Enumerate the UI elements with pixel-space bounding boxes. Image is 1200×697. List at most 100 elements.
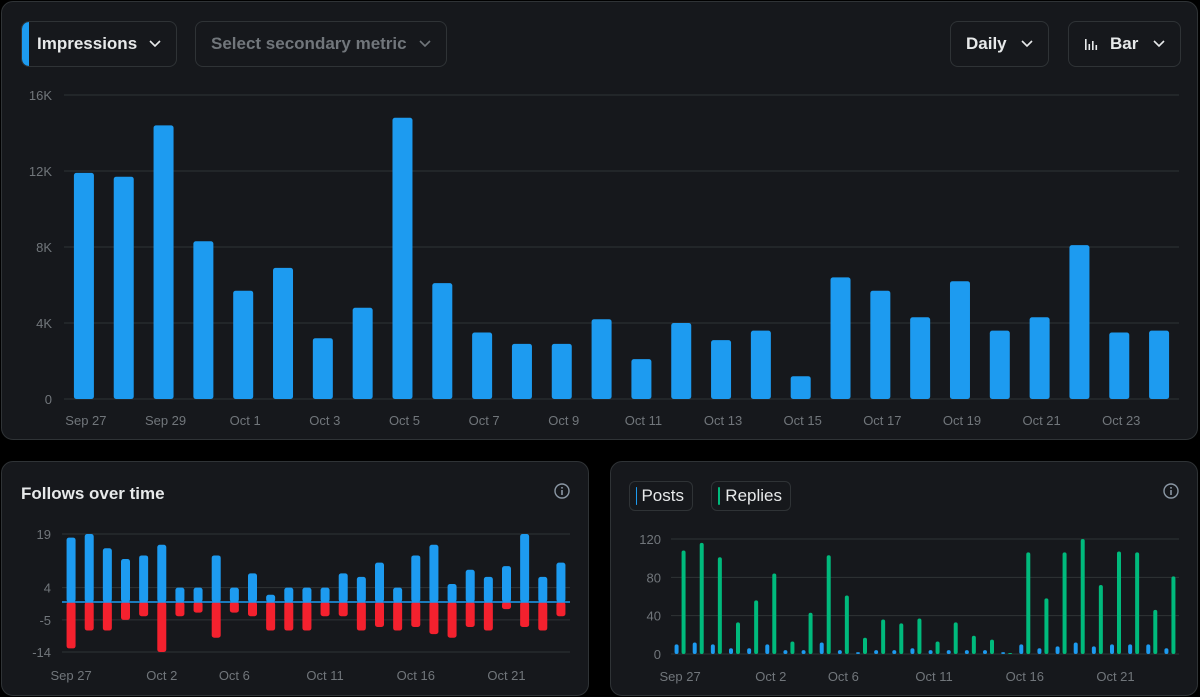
impressions-bar (1149, 331, 1169, 399)
follows-lost-bar (103, 602, 112, 631)
impressions-bar (990, 331, 1010, 399)
posts-bar (1164, 648, 1168, 654)
x-tick-label: Oct 11 (915, 669, 952, 684)
posts-bar (1146, 644, 1150, 654)
impressions-bar (910, 317, 930, 399)
follows-gained-bar (520, 534, 529, 602)
y-tick-label: -14 (32, 645, 51, 660)
follows-gained-bar (230, 588, 239, 602)
impressions-bar (671, 323, 691, 399)
impressions-bar (552, 344, 572, 399)
y-tick-label: 4K (36, 316, 52, 331)
posts-bar (1128, 644, 1132, 654)
follows-gained-bar (466, 570, 475, 602)
posts-bar (1056, 646, 1060, 654)
y-tick-label: 16K (29, 88, 52, 103)
follows-gained-bar (139, 555, 148, 601)
follows-lost-bar (321, 602, 330, 616)
replies-bar (1008, 653, 1012, 654)
impressions-bar (870, 291, 890, 399)
x-tick-label: Oct 1 (230, 413, 261, 428)
posts-bar (802, 650, 806, 654)
replies-bar (772, 574, 776, 655)
posts-bar (711, 644, 715, 654)
follows-lost-bar (339, 602, 348, 616)
x-tick-label: Sep 27 (659, 669, 700, 684)
posts-bar (838, 650, 842, 654)
follows-lost-bar (357, 602, 366, 631)
replies-bar (899, 623, 903, 654)
follows-gained-bar (339, 573, 348, 602)
replies-bar (736, 622, 740, 654)
x-tick-label: Oct 6 (828, 669, 859, 684)
replies-bar (845, 596, 849, 654)
impressions-bar (392, 118, 412, 399)
replies-bar (718, 557, 722, 654)
replies-bar (809, 613, 813, 654)
replies-bar (990, 640, 994, 654)
x-tick-label: Oct 11 (306, 668, 343, 683)
follows-gained-bar (556, 563, 565, 602)
replies-bar (936, 642, 940, 654)
replies-bar (1044, 598, 1048, 654)
impressions-bar (631, 359, 651, 399)
posts-bar (983, 650, 987, 654)
posts-bar (892, 650, 896, 654)
posts-bar (1019, 644, 1023, 654)
impressions-bar (950, 281, 970, 399)
replies-bar (1063, 552, 1067, 654)
impressions-bar (233, 291, 253, 399)
y-tick-label: -5 (39, 613, 51, 628)
follows-gained-bar (194, 588, 203, 602)
follows-lost-bar (284, 602, 293, 631)
follows-lost-bar (248, 602, 257, 616)
impressions-bar (154, 125, 174, 399)
follows-lost-bar (175, 602, 184, 616)
impressions-bar (313, 338, 333, 399)
follows-lost-bar (139, 602, 148, 616)
replies-bar (972, 636, 976, 654)
follows-lost-bar (266, 602, 275, 631)
follows-lost-bar (484, 602, 493, 631)
x-tick-label: Oct 11 (625, 413, 662, 428)
impressions-bar (193, 241, 213, 399)
x-tick-label: Oct 15 (784, 413, 822, 428)
x-tick-label: Sep 29 (145, 413, 186, 428)
x-tick-label: Oct 21 (1096, 669, 1134, 684)
posts-bar (783, 650, 787, 654)
replies-bar (790, 642, 794, 654)
impressions-bar (353, 308, 373, 399)
follows-lost-bar (520, 602, 529, 627)
follows-lost-bar (556, 602, 565, 616)
posts-bar (693, 643, 697, 655)
follows-gained-bar (393, 588, 402, 602)
x-tick-label: Oct 9 (548, 413, 579, 428)
follows-gained-bar (302, 588, 311, 602)
impressions-bar (512, 344, 532, 399)
impressions-bar (114, 177, 134, 399)
impressions-bar (831, 277, 851, 399)
posts-bar (910, 648, 914, 654)
x-tick-label: Oct 19 (943, 413, 981, 428)
x-tick-label: Oct 23 (1102, 413, 1140, 428)
follows-gained-bar (212, 555, 221, 601)
replies-bar (1026, 552, 1030, 654)
y-tick-label: 0 (654, 647, 661, 662)
follows-lost-bar (502, 602, 511, 609)
follows-lost-bar (393, 602, 402, 631)
y-tick-label: 0 (45, 392, 52, 407)
y-tick-label: 120 (639, 532, 661, 547)
impressions-bar (74, 173, 94, 399)
y-tick-label: 12K (29, 164, 52, 179)
posts-bar (1074, 643, 1078, 655)
impressions-bar (1030, 317, 1050, 399)
y-tick-label: 80 (647, 570, 661, 585)
posts-bar (1037, 648, 1041, 654)
impressions-bar (711, 340, 731, 399)
follows-gained-bar (284, 588, 293, 602)
x-tick-label: Oct 5 (389, 413, 420, 428)
replies-bar (1117, 551, 1121, 654)
posts-bar (874, 650, 878, 654)
